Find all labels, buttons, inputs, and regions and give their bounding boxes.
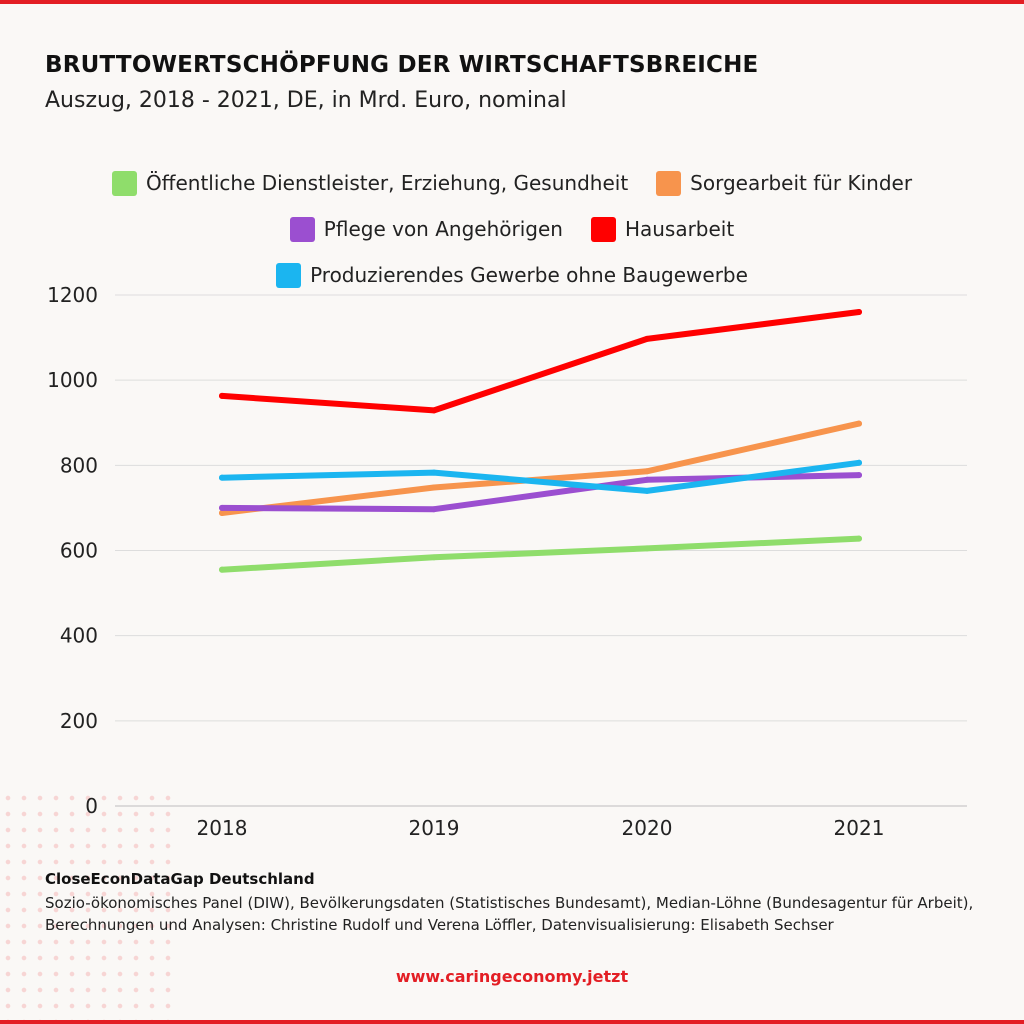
y-tick-label: 1000 [47, 368, 98, 392]
legend-label: Öffentliche Dienstleister, Erziehung, Ge… [145, 171, 629, 195]
legend-item-pflege-angehoerige: Pflege von Angehörigen [289, 216, 563, 242]
series-line-3 [219, 309, 862, 414]
line-chart: 0 200 400 600 800 1000 1200 2018 2019 2020 2021 [47, 283, 967, 840]
bottom-border [0, 1020, 1024, 1024]
data-point [856, 472, 862, 479]
y-tick-label: 600 [60, 539, 98, 563]
data-point [219, 504, 225, 511]
legend-swatch [289, 216, 315, 242]
footer-sources: Sozio-ökonomisches Panel (DIW), Bevölker… [45, 894, 974, 934]
data-point [431, 484, 437, 491]
legend-label: Pflege von Angehörigen [323, 217, 563, 241]
legend-row: Produzierendes Gewerbe ohne Baugewerbe [0, 252, 1024, 298]
data-point [219, 474, 225, 481]
data-point [219, 566, 225, 573]
chart-legend: Öffentliche Dienstleister, Erziehung, Ge… [0, 160, 1024, 298]
y-tick-label: 200 [60, 709, 98, 733]
x-tick-label: 2021 [834, 816, 885, 840]
data-point [219, 392, 225, 399]
data-point [431, 554, 437, 561]
legend-swatch [590, 216, 616, 242]
footer-heading: CloseEconDataGap Deutschland [45, 870, 315, 888]
chart-title: BRUTTOWERTSCHÖPFUNG DER WIRTSCHAFTSBREIC… [45, 52, 759, 78]
legend-label: Produzierendes Gewerbe ohne Baugewerbe [310, 263, 748, 287]
y-tick-label: 1200 [47, 283, 98, 307]
x-tick-label: 2018 [197, 816, 248, 840]
y-tick-label: 0 [85, 794, 98, 818]
top-border [0, 0, 1024, 4]
legend-row: Pflege von Angehörigen Hausarbeit [0, 206, 1024, 252]
data-point [644, 476, 650, 483]
x-tick-label: 2019 [409, 816, 460, 840]
data-point [644, 487, 650, 494]
data-point [856, 459, 862, 466]
legend-swatch [276, 262, 302, 288]
data-point [644, 468, 650, 475]
legend-swatch [111, 170, 137, 196]
legend-item-oeffentliche-dienstleister: Öffentliche Dienstleister, Erziehung, Ge… [111, 170, 629, 196]
data-point [644, 545, 650, 552]
chart-subtitle: Auszug, 2018 - 2021, DE, in Mrd. Euro, n… [45, 88, 567, 113]
legend-label: Hausarbeit [624, 217, 735, 241]
decorative-dot-pattern [0, 790, 175, 1020]
website-link[interactable]: www.caringeconomy.jetzt [395, 967, 629, 986]
series-line-1 [219, 420, 862, 516]
data-point [431, 469, 437, 476]
data-point [856, 535, 862, 542]
legend-item-produzierendes-gewerbe: Produzierendes Gewerbe ohne Baugewerbe [276, 262, 748, 288]
legend-row: Öffentliche Dienstleister, Erziehung, Ge… [0, 160, 1024, 206]
series-line-0 [219, 535, 862, 573]
data-point [644, 335, 650, 342]
data-point [856, 420, 862, 427]
data-point [219, 510, 225, 517]
y-tick-label: 400 [60, 624, 98, 648]
legend-item-sorgearbeit-kinder: Sorgearbeit für Kinder [656, 170, 913, 196]
data-point [856, 309, 862, 316]
data-point [431, 506, 437, 513]
series-line-4 [219, 459, 862, 494]
data-point [431, 407, 437, 414]
x-tick-label: 2020 [622, 816, 673, 840]
y-tick-label: 800 [60, 453, 98, 477]
legend-label: Sorgearbeit für Kinder [690, 171, 913, 195]
legend-swatch [656, 170, 682, 196]
legend-item-hausarbeit: Hausarbeit [590, 216, 735, 242]
